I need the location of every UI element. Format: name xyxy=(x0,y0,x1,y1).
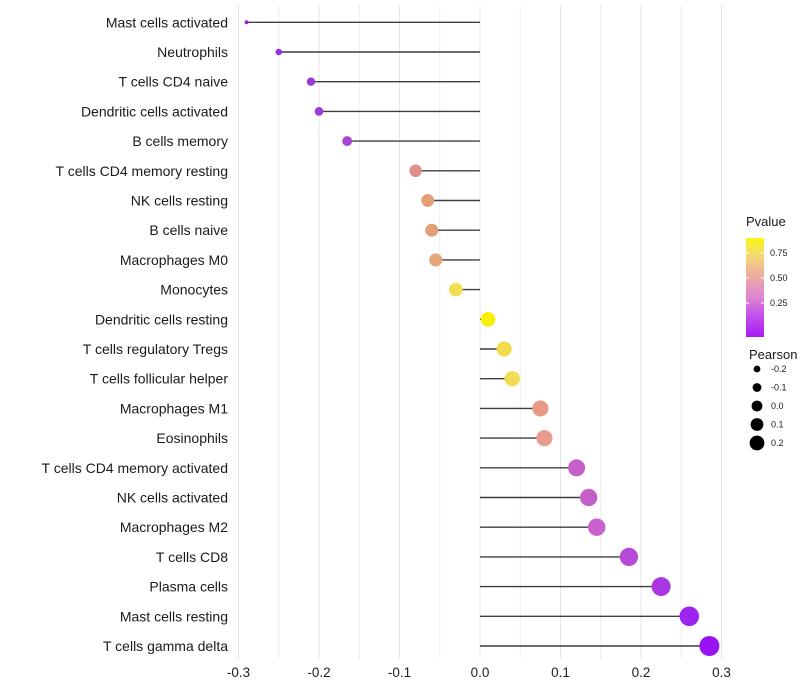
lollipop-point xyxy=(532,400,549,417)
x-tick-label: -0.1 xyxy=(388,665,411,680)
x-tick-label: -0.2 xyxy=(307,665,330,680)
pearson-size-legend: Pearson -0.2 -0.1 0.0 0.1 0.2 xyxy=(749,347,797,451)
pvalue-legend-title: Pvalue xyxy=(746,214,786,229)
category-label: T cells CD4 naive xyxy=(119,74,229,90)
lollipop-point xyxy=(306,77,316,86)
lollipop-point xyxy=(568,459,586,477)
lollipop-point xyxy=(619,547,639,567)
category-label: T cells CD4 memory activated xyxy=(42,460,228,476)
lollipop-point xyxy=(699,636,720,656)
x-tick-label: 0.1 xyxy=(551,665,570,680)
lollipop-point xyxy=(536,429,553,447)
lollipop-point xyxy=(429,253,443,267)
x-tick-label: -0.3 xyxy=(227,665,250,680)
category-label: Monocytes xyxy=(160,282,228,298)
pearson-legend-label: 0.2 xyxy=(771,438,784,448)
lollipop-point xyxy=(651,577,671,597)
category-label: NK cells resting xyxy=(131,193,228,209)
category-label: T cells gamma delta xyxy=(103,638,228,654)
pearson-legend-dot xyxy=(752,383,762,392)
lollipop-point xyxy=(679,606,700,627)
category-label: T cells CD8 xyxy=(156,549,228,565)
category-label: Neutrophils xyxy=(157,44,228,60)
lollipop-point xyxy=(587,518,606,536)
lollipop-point xyxy=(409,164,422,178)
pvalue-colorbar-ticks: 0.75 0.50 0.25 xyxy=(746,248,788,308)
gridlines xyxy=(238,5,722,659)
category-label: NK cells activated xyxy=(117,490,228,506)
pearson-legend-items: -0.2 -0.1 0.0 0.1 0.2 xyxy=(749,364,787,451)
pvalue-tick-label: 0.75 xyxy=(770,248,788,258)
category-label: Mast cells activated xyxy=(106,14,228,30)
lollipop-point xyxy=(421,194,435,207)
pearson-legend-title: Pearson xyxy=(749,347,797,362)
lollipop-point xyxy=(504,371,520,387)
pearson-legend-label: -0.1 xyxy=(771,383,787,393)
lollipop-point xyxy=(275,48,283,56)
pearson-legend-dot xyxy=(749,435,765,451)
pvalue-colorbar xyxy=(746,238,764,337)
category-label: Mast cells resting xyxy=(120,608,228,624)
category-label: B cells memory xyxy=(132,133,228,149)
pearson-legend-dot xyxy=(751,400,763,412)
x-axis-tick-labels: -0.3 -0.2 -0.1 0.0 0.1 0.2 0.3 xyxy=(227,665,731,680)
lollipop-point xyxy=(580,488,598,507)
pearson-legend-dot xyxy=(753,365,761,373)
pearson-legend-label: -0.2 xyxy=(771,364,787,374)
lollipop-point xyxy=(448,282,463,297)
category-label: T cells regulatory Tregs xyxy=(83,341,228,357)
lollipop-point xyxy=(342,136,353,147)
pvalue-tick-label: 0.50 xyxy=(770,273,788,283)
category-label: Macrophages M2 xyxy=(120,519,228,535)
pearson-legend-label: 0.0 xyxy=(771,401,784,411)
lollipop-point xyxy=(314,107,324,116)
category-label: B cells naive xyxy=(149,222,228,238)
x-tick-label: 0.0 xyxy=(471,665,490,680)
category-label: Macrophages M1 xyxy=(120,400,228,416)
category-label: Macrophages M0 xyxy=(120,252,228,268)
category-label: T cells follicular helper xyxy=(90,371,229,387)
lollipop-point xyxy=(425,223,439,237)
lollipop-point xyxy=(496,341,512,357)
category-label: Plasma cells xyxy=(149,579,228,595)
lollipop-stems xyxy=(246,21,710,647)
category-label: Dendritic cells activated xyxy=(81,103,228,119)
lollipop-point xyxy=(480,311,496,327)
category-label: T cells CD4 memory resting xyxy=(56,163,228,179)
category-label: Dendritic cells resting xyxy=(95,311,228,327)
x-tick-label: 0.2 xyxy=(632,665,651,680)
lollipop-points xyxy=(244,20,720,656)
lollipop-point xyxy=(244,20,249,25)
pvalue-color-legend: Pvalue 0.75 0.50 0.25 xyxy=(746,214,788,337)
x-tick-label: 0.3 xyxy=(712,665,731,680)
y-axis-labels: Mast cells activated Neutrophils T cells C… xyxy=(42,14,229,654)
pearson-legend-label: 0.1 xyxy=(771,420,784,430)
pvalue-tick-label: 0.25 xyxy=(770,298,788,308)
category-label: Eosinophils xyxy=(156,430,228,446)
pearson-legend-dot xyxy=(750,418,764,431)
